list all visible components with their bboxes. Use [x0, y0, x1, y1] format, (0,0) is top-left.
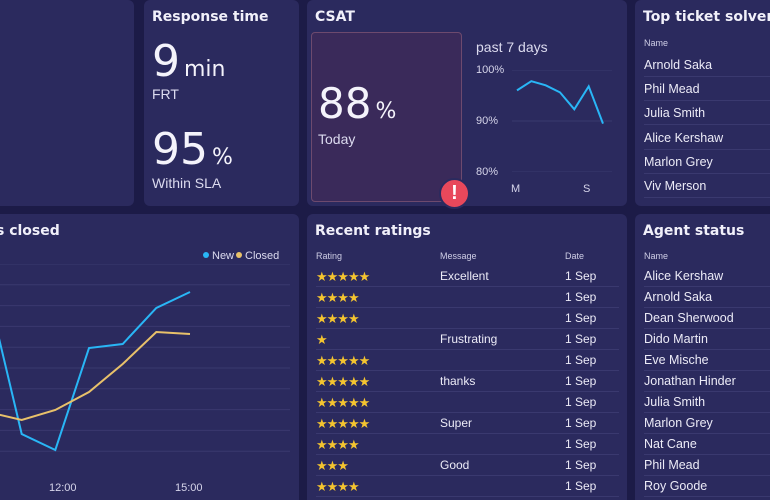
csat-line-chart [512, 70, 612, 172]
sla-value: 95% [152, 124, 233, 175]
solver-row: Alice Kershaw [644, 126, 770, 150]
series-line-closed [0, 330, 191, 422]
y-tick-label: 90% [476, 115, 499, 127]
column-header-message: Message [440, 251, 477, 261]
x-tick-label: 12:00 [49, 482, 77, 494]
column-header-name: Name [644, 38, 669, 48]
star-rating: ★★★★ [316, 290, 360, 305]
y-tick-label: 100% [476, 64, 505, 76]
panel-title: Top ticket solvers [643, 9, 770, 25]
panel-title: Response time [152, 9, 269, 25]
tickets-closed-panel: s closed New Closed 12:00 15:00 [0, 214, 299, 500]
rating-date: 1 Sep [565, 269, 597, 283]
agent-row: Dean Sherwood [644, 308, 770, 329]
solver-row: Arnold Saka [644, 53, 770, 77]
star-rating: ★★★ [316, 458, 349, 473]
rating-date: 1 Sep [565, 437, 597, 451]
star-rating: ★★★★ [316, 437, 360, 452]
agent-row: Julia Smith [644, 392, 770, 413]
x-tick-label: M [511, 183, 521, 195]
panel-title: Agent status [643, 223, 745, 239]
rating-message: Super [440, 416, 473, 430]
series-line-new [0, 291, 191, 452]
star-rating: ★★★★★ [316, 269, 370, 284]
star-rating: ★★★★ [316, 311, 360, 326]
y-tick-label: 80% [476, 166, 499, 178]
rating-message: thanks [440, 374, 476, 388]
tickets-line-chart [0, 264, 290, 452]
csat-panel: CSAT 88% Today ! past 7 days 100% 90% 80… [307, 0, 627, 209]
csat-today-label: Today [318, 131, 356, 147]
rating-row: ★★★★★ Excellent 1 Sep [316, 266, 619, 287]
rating-row: ★ Frustrating 1 Sep [316, 329, 619, 350]
agent-row: Phil Mead [644, 455, 770, 476]
agent-status-panel: Agent status Name Alice Kershaw Arnold Sa… [635, 214, 770, 500]
response-time-panel: Response time 9 min FRT 95% Within SLA [144, 0, 299, 206]
legend-new: New [203, 250, 234, 262]
sla-label: Within SLA [152, 175, 222, 191]
top-solvers-panel: Top ticket solvers Name Arnold Saka Phil … [635, 0, 770, 206]
rating-message: Frustrating [440, 332, 498, 346]
partial-panel-top-left [0, 0, 134, 206]
agent-row: Roy Goode [644, 476, 770, 497]
star-rating: ★★★★★ [316, 395, 370, 410]
solver-row: Marlon Grey [644, 150, 770, 174]
rating-row: ★★★★ 1 Sep [316, 476, 619, 497]
rating-row: ★★★ Good 1 Sep [316, 455, 619, 476]
agent-row: Marlon Grey [644, 413, 770, 434]
rating-message: Good [440, 458, 470, 472]
rating-date: 1 Sep [565, 458, 597, 472]
csat-series-line [516, 80, 604, 124]
legend-dot [203, 252, 209, 258]
legend-closed: Closed [236, 250, 279, 262]
panel-title: Recent ratings [315, 223, 431, 239]
solver-row: Viv Merson [644, 174, 770, 198]
rating-row: ★★★★ 1 Sep [316, 308, 619, 329]
csat-today-card: 88% Today [311, 32, 462, 202]
star-rating: ★★★★ [316, 479, 360, 494]
agent-row: Arnold Saka [644, 287, 770, 308]
rating-date: 1 Sep [565, 332, 597, 346]
legend-dot [236, 252, 242, 258]
x-tick-label: S [583, 183, 591, 195]
agent-row: Nat Cane [644, 434, 770, 455]
rating-row: ★★★★ 1 Sep [316, 434, 619, 455]
agent-row: Jonathan Hinder [644, 371, 770, 392]
rating-row: ★★★★★ thanks 1 Sep [316, 371, 619, 392]
rating-date: 1 Sep [565, 353, 597, 367]
panel-title: CSAT [315, 9, 355, 25]
frt-label: FRT [152, 86, 179, 102]
rating-row: ★★★★ 1 Sep [316, 287, 619, 308]
x-tick-label: 15:00 [175, 482, 203, 494]
frt-value: 9 min [152, 36, 226, 87]
rating-date: 1 Sep [565, 416, 597, 430]
column-header-date: Date [565, 251, 585, 261]
rating-date: 1 Sep [565, 290, 597, 304]
agent-row: Dido Martin [644, 329, 770, 350]
csat-chart-title: past 7 days [476, 39, 548, 55]
panel-title: s closed [0, 223, 60, 239]
star-rating: ★★★★★ [316, 374, 370, 389]
solver-row: Julia Smith [644, 101, 770, 126]
star-rating: ★ [316, 332, 328, 347]
rating-row: ★★★★★ 1 Sep [316, 350, 619, 371]
column-header-rating: Rating [316, 251, 343, 261]
star-rating: ★★★★★ [316, 416, 370, 431]
agent-row: Eve Mische [644, 350, 770, 371]
rating-date: 1 Sep [565, 479, 597, 493]
column-header-name: Name [644, 251, 669, 261]
rating-row: ★★★★★ 1 Sep [316, 392, 619, 413]
rating-date: 1 Sep [565, 374, 597, 388]
recent-ratings-panel: Recent ratings Rating Message Date ★★★★★… [307, 214, 627, 500]
rating-message: Excellent [440, 269, 489, 283]
rating-date: 1 Sep [565, 311, 597, 325]
csat-today-value: 88% [318, 79, 397, 128]
agent-row: Alice Kershaw [644, 266, 770, 287]
star-rating: ★★★★★ [316, 353, 370, 368]
rating-row: ★★★★★ Super 1 Sep [316, 413, 619, 434]
solver-row: Phil Mead [644, 77, 770, 102]
warning-icon[interactable]: ! [439, 178, 470, 209]
rating-date: 1 Sep [565, 395, 597, 409]
